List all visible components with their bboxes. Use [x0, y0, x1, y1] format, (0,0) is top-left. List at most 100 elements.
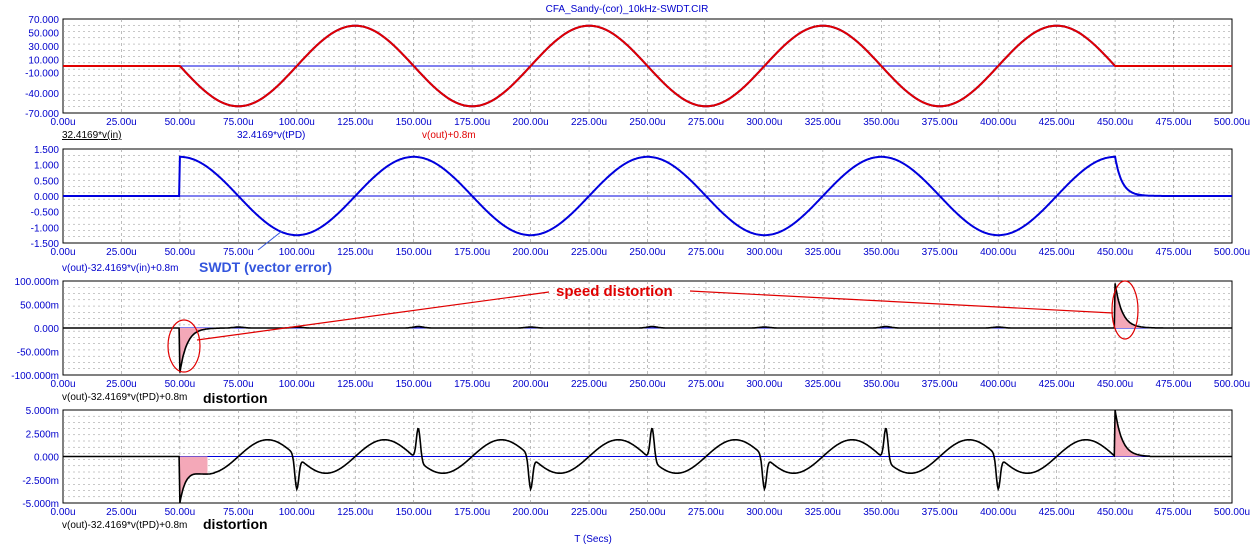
plot-panel-3: 0.00u 25.00u 50.00u 75.00u 100.00u 125.00u 150… — [11, 277, 1250, 390]
x-tick-label: 125.00u — [337, 507, 373, 518]
y-tick-label: 50.000m — [20, 301, 59, 312]
y-tick-label: -40.000 — [25, 89, 59, 100]
y-tick-label: -0.500 — [31, 208, 60, 219]
x-tick-label: 25.00u — [106, 117, 137, 128]
trace-label-dist-3: v(out)-32.4169*v(tPD)+0.8m — [62, 392, 187, 403]
x-tick-label: 75.00u — [223, 247, 254, 258]
x-tick-label: 375.00u — [922, 247, 958, 258]
transient-fill-area — [178, 456, 208, 503]
x-tick-label: 375.00u — [922, 117, 958, 128]
x-tick-label: 0.00u — [50, 247, 75, 258]
speed-distortion-annotation: speed distortion — [556, 283, 673, 300]
x-tick-label: 400.00u — [980, 247, 1016, 258]
x-tick-label: 425.00u — [1039, 117, 1075, 128]
x-tick-label: 150.00u — [396, 117, 432, 128]
y-tick-label: 0.000 — [34, 192, 59, 203]
trace-label-dist-4: v(out)-32.4169*v(tPD)+0.8m — [62, 520, 187, 531]
x-tick-label: 125.00u — [337, 117, 373, 128]
x-tick-label: 350.00u — [863, 117, 899, 128]
x-tick-label: 200.00u — [513, 117, 549, 128]
x-tick-label: 200.00u — [513, 507, 549, 518]
y-tick-label: 30.000 — [28, 42, 59, 53]
x-tick-label: 100.00u — [279, 247, 315, 258]
y-tick-label: 100.000m — [15, 277, 59, 288]
x-tick-label: 175.00u — [454, 247, 490, 258]
y-tick-label: 0.000 — [34, 453, 59, 464]
x-tick-label: 100.00u — [279, 507, 315, 518]
x-tick-label: 75.00u — [223, 379, 254, 390]
speed-pointer-right — [689, 290, 1114, 314]
x-tick-label: 225.00u — [571, 247, 607, 258]
transient-fill-area — [1113, 410, 1143, 457]
x-tick-label: 275.00u — [688, 247, 724, 258]
x-tick-label: 400.00u — [980, 507, 1016, 518]
series-line-0 — [63, 410, 1232, 503]
speed-distortion-marker-left — [167, 319, 201, 373]
x-tick-label: 250.00u — [629, 379, 665, 390]
x-tick-label: 225.00u — [571, 117, 607, 128]
speed-pointer-left — [196, 291, 550, 341]
y-tick-label: 1.500 — [34, 145, 59, 156]
x-tick-label: 375.00u — [922, 507, 958, 518]
trace-label-vtpd: 32.4169*v(tPD) — [237, 130, 305, 141]
y-tick-label: 2.500m — [26, 429, 59, 440]
x-tick-label: 50.00u — [165, 247, 196, 258]
x-tick-label: 75.00u — [223, 117, 254, 128]
swdt-pointer-line — [257, 230, 283, 251]
x-tick-label: 200.00u — [513, 379, 549, 390]
swdt-annotation: SWDT (vector error) — [199, 259, 332, 275]
y-tick-label: 1.000 — [34, 161, 59, 172]
x-tick-label: 275.00u — [688, 117, 724, 128]
x-tick-label: 175.00u — [454, 379, 490, 390]
y-tick-label: 70.000 — [28, 15, 59, 26]
trace-label-vout: v(out)+0.8m — [422, 130, 476, 141]
speed-distortion-marker-right — [1111, 280, 1139, 340]
y-tick-label: 5.000m — [26, 406, 59, 417]
plot-panel-4: 0.00u 25.00u 50.00u 75.00u 100.00u 125.00u 150… — [22, 406, 1250, 518]
x-tick-label: 125.00u — [337, 379, 373, 390]
x-tick-label: 50.00u — [165, 117, 196, 128]
x-tick-label: 300.00u — [746, 247, 782, 258]
y-tick-label: -1.500 — [31, 239, 60, 250]
y-tick-label: -10.000 — [25, 69, 59, 80]
x-tick-label: 50.00u — [165, 507, 196, 518]
x-tick-label: 350.00u — [863, 247, 899, 258]
x-tick-label: 500.00u — [1214, 117, 1250, 128]
x-tick-label: 50.00u — [165, 379, 196, 390]
y-tick-label: -1.000 — [31, 223, 60, 234]
x-tick-label: 0.00u — [50, 117, 75, 128]
y-tick-label: -5.000m — [22, 499, 59, 510]
series-line-0 — [63, 283, 1232, 373]
x-tick-label: 350.00u — [863, 379, 899, 390]
x-tick-label: 450.00u — [1097, 507, 1133, 518]
x-tick-label: 325.00u — [805, 379, 841, 390]
x-tick-label: 400.00u — [980, 117, 1016, 128]
x-tick-label: 25.00u — [106, 507, 137, 518]
y-tick-label: 0.000 — [34, 324, 59, 335]
x-tick-label: 100.00u — [279, 117, 315, 128]
distortion-annotation-2: distortion — [203, 516, 268, 532]
plot-panel-1: 0.00u 25.00u 50.00u 75.00u 100.00u 125.00u 150… — [25, 15, 1250, 128]
x-tick-label: 175.00u — [454, 507, 490, 518]
x-tick-label: 250.00u — [629, 247, 665, 258]
x-tick-label: 75.00u — [223, 507, 254, 518]
x-tick-label: 500.00u — [1214, 507, 1250, 518]
x-tick-label: 125.00u — [337, 247, 373, 258]
x-tick-label: 450.00u — [1097, 247, 1133, 258]
y-tick-label: 0.500 — [34, 176, 59, 187]
x-tick-label: 475.00u — [1155, 117, 1191, 128]
x-tick-label: 275.00u — [688, 507, 724, 518]
y-tick-label: -70.000 — [25, 109, 59, 120]
x-tick-label: 425.00u — [1039, 247, 1075, 258]
y-tick-label: -2.500m — [22, 476, 59, 487]
x-tick-label: 475.00u — [1155, 507, 1191, 518]
transient-fill-area — [1113, 283, 1143, 328]
x-tick-label: 450.00u — [1097, 117, 1133, 128]
x-tick-label: 275.00u — [688, 379, 724, 390]
x-tick-label: 425.00u — [1039, 507, 1075, 518]
x-tick-label: 25.00u — [106, 379, 137, 390]
y-tick-label: -50.000m — [17, 348, 59, 359]
x-tick-label: 350.00u — [863, 507, 899, 518]
x-tick-label: 325.00u — [805, 117, 841, 128]
